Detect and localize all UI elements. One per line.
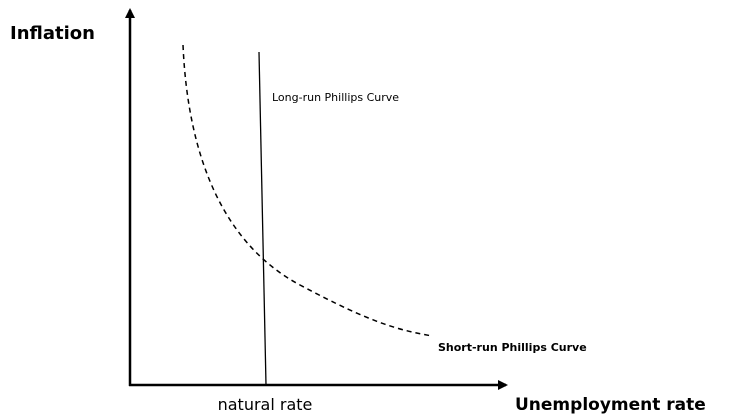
y-axis-label: Inflation xyxy=(10,23,95,44)
short-run-curve xyxy=(182,44,433,337)
natural-rate-label: natural rate xyxy=(218,395,313,414)
long-run-label: Long-run Phillips Curve xyxy=(272,91,399,104)
short-run-label: Short-run Phillips Curve xyxy=(438,341,587,354)
long-run-curve xyxy=(258,51,267,386)
x-axis-label: Unemployment rate xyxy=(515,395,706,415)
